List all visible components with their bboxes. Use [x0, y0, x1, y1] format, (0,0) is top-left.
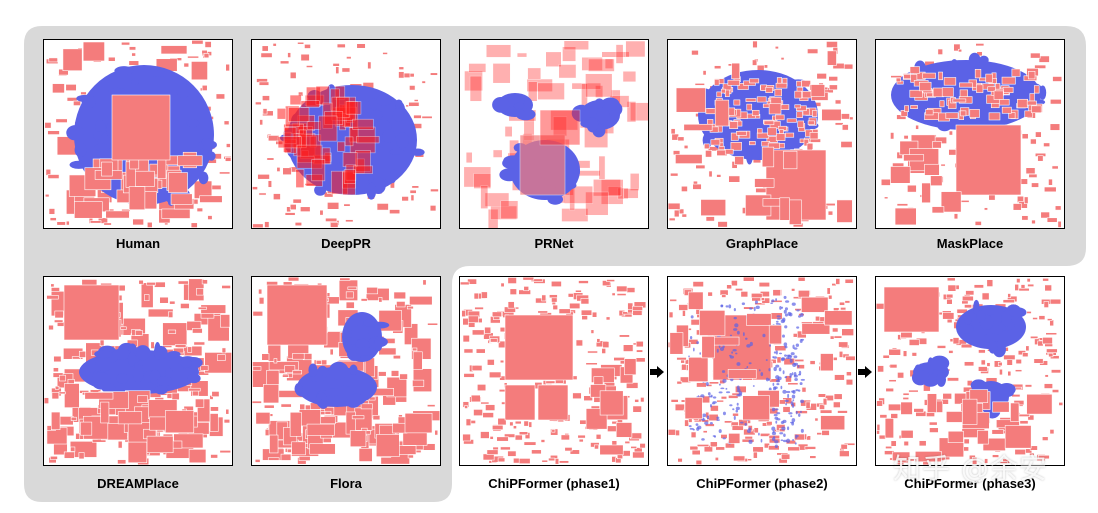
placement-panel-graphplace: [667, 39, 857, 229]
placement-panel-maskplace: [875, 39, 1065, 229]
panel-label-deeppr: DeepPR: [321, 236, 371, 251]
placement-image-human: [44, 40, 232, 228]
placement-image-maskplace: [880, 43, 1063, 228]
placement-image-chipformer3: [876, 277, 1064, 465]
placement-panel-chipformer1: [459, 276, 649, 466]
placement-image-graphplace: [668, 40, 854, 228]
placement-image-flora: [252, 277, 440, 465]
arrow-right-icon: [650, 365, 664, 378]
placement-panel-chipformer2: [667, 276, 857, 466]
placement-panel-flora: [251, 276, 441, 466]
panel-label-dreamplace: DREAMPlace: [97, 476, 179, 491]
placement-image-deeppr: [252, 41, 439, 228]
panel-label-prnet: PRNet: [534, 236, 574, 251]
panel-label-maskplace: MaskPlace: [936, 236, 1004, 251]
placement-image-dreamplace: [44, 278, 232, 465]
panel-label-chipformer2: ChiPFormer (phase2): [696, 476, 828, 491]
placement-panel-chipformer3: [875, 276, 1065, 466]
placement-panel-human: [43, 39, 233, 229]
placement-image-chipformer2: [668, 277, 856, 465]
panel-label-human: Human: [115, 236, 161, 251]
placement-panel-deeppr: [251, 39, 441, 229]
placement-image-prnet: [463, 40, 648, 228]
panel-label-flora: Flora: [330, 476, 362, 491]
panel-label-chipformer1: ChiPFormer (phase1): [488, 476, 620, 491]
arrow-right-icon: [858, 365, 872, 378]
panel-label-chipformer3: ChiPFormer (phase3): [904, 476, 1036, 491]
panel-label-graphplace: GraphPlace: [725, 236, 799, 251]
watermark: 知乎 @余安: [893, 452, 1048, 485]
placement-image-chipformer1: [460, 277, 647, 465]
placement-panel-prnet: [459, 39, 649, 229]
placement-panel-dreamplace: [43, 276, 233, 466]
